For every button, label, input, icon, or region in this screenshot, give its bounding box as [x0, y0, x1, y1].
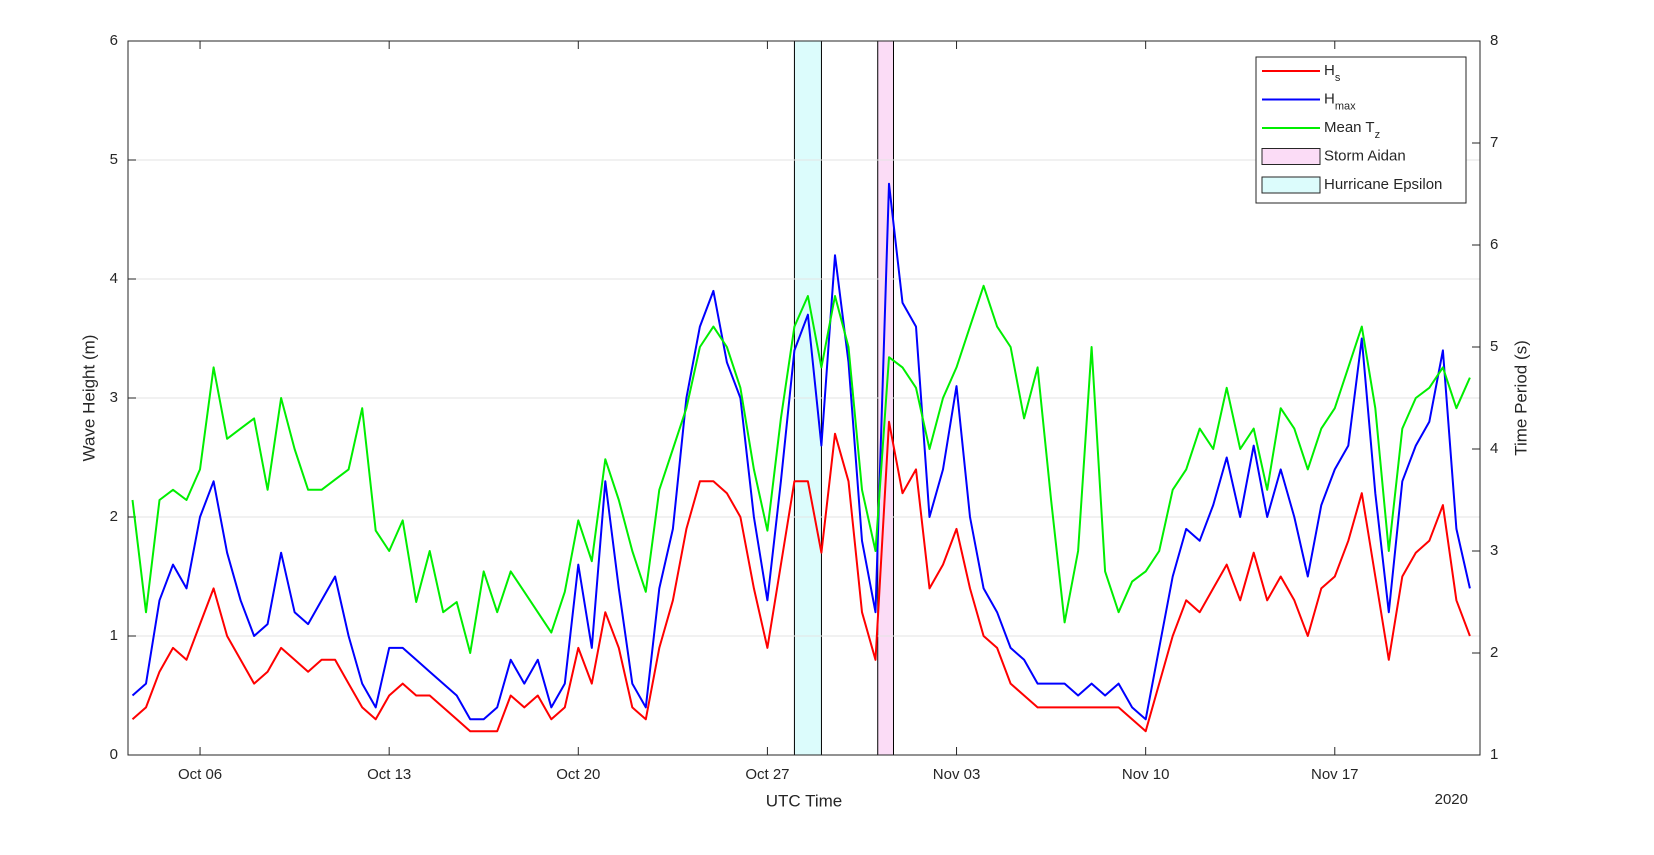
- x-tick-label: Nov 03: [933, 766, 981, 783]
- y2-tick-label: 8: [1490, 32, 1498, 49]
- legend-label: Mean Tz: [1324, 119, 1380, 141]
- y2-tick-label: 7: [1490, 134, 1498, 151]
- y2-axis-label: Time Period (s): [1511, 340, 1530, 456]
- x-tick-label: Nov 17: [1311, 766, 1359, 783]
- legend-label-main: Mean T: [1324, 119, 1375, 136]
- y-tick-label: 4: [110, 270, 118, 287]
- x-tick-label: Oct 13: [367, 766, 411, 783]
- y2-tick-label: 2: [1490, 644, 1498, 661]
- legend-swatch: [1261, 148, 1321, 165]
- series-line: [131, 284, 1471, 654]
- series-line: [131, 420, 1471, 733]
- x-tick-label: Nov 10: [1122, 766, 1170, 783]
- y-tick-label: 5: [110, 151, 118, 168]
- y-tick-label: 6: [110, 32, 118, 49]
- y-axis-label: Wave Height (m): [79, 335, 98, 462]
- series-line: [131, 182, 1471, 721]
- legend-label: Storm Aidan: [1324, 147, 1406, 164]
- legend-label-sub: z: [1375, 129, 1381, 141]
- legend-label: Hmax: [1324, 90, 1356, 112]
- legend-swatch: [1261, 176, 1321, 194]
- y2-tick-label: 1: [1490, 746, 1498, 763]
- legend-label-sub: s: [1335, 72, 1341, 84]
- legend-label: Hs: [1324, 62, 1341, 84]
- x-tick-label: Oct 20: [556, 766, 600, 783]
- y2-tick-label: 6: [1490, 236, 1498, 253]
- x-axis-label: UTC Time: [766, 791, 843, 810]
- x-tick-label: Oct 06: [178, 766, 222, 783]
- y2-tick-label: 5: [1490, 338, 1498, 355]
- y2-tick-label: 4: [1490, 440, 1498, 457]
- axes-box: [127, 40, 1481, 756]
- year-label: 2020: [1435, 791, 1468, 808]
- y-tick-label: 3: [110, 389, 118, 406]
- legend-label-sub: max: [1335, 100, 1356, 112]
- legend-label-main: H: [1324, 90, 1335, 107]
- legend-label: Hurricane Epsilon: [1324, 176, 1442, 193]
- y-tick-label: 1: [110, 627, 118, 644]
- x-tick-label: Oct 27: [745, 766, 789, 783]
- y-tick-label: 0: [110, 746, 118, 763]
- y-tick-label: 2: [110, 508, 118, 525]
- y2-tick-label: 3: [1490, 542, 1498, 559]
- legend-label-main: H: [1324, 62, 1335, 79]
